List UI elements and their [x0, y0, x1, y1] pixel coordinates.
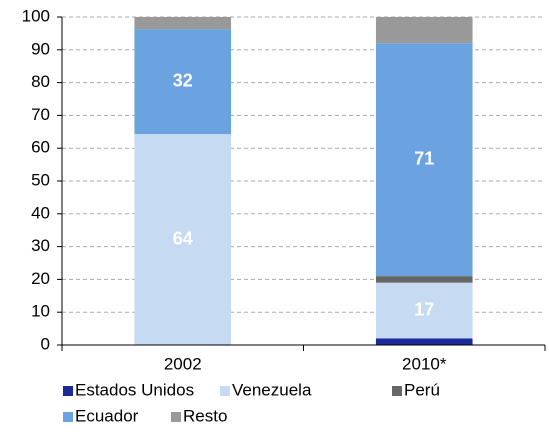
y-tick-label: 20: [31, 269, 50, 288]
bar-segment: [134, 17, 232, 30]
y-tick-label: 30: [31, 236, 50, 255]
y-tick-label: 90: [31, 39, 50, 58]
y-tick-label: 50: [31, 170, 50, 189]
legend-label: Estados Unidos: [75, 380, 194, 399]
value-label: 17: [414, 299, 434, 319]
x-tick-label: 2002: [164, 354, 202, 373]
bar-segment: [375, 282, 473, 339]
y-tick-label: 100: [22, 6, 50, 25]
legend-marker: [220, 386, 230, 396]
bar-segment: [134, 134, 232, 345]
y-tick-label: 60: [31, 138, 50, 157]
legend-label: Perú: [404, 380, 440, 399]
legend-marker: [63, 386, 73, 396]
y-tick-label: 0: [41, 334, 50, 353]
legend-marker: [171, 412, 181, 422]
value-label: 71: [414, 148, 434, 168]
bar-segment: [375, 338, 473, 345]
value-label: 64: [173, 228, 193, 248]
bar-segment: [375, 276, 473, 283]
bar-segment: [375, 43, 473, 277]
legend-marker: [63, 412, 73, 422]
legend-marker: [392, 386, 402, 396]
y-tick-label: 40: [31, 203, 50, 222]
bar-segment: [134, 29, 232, 135]
value-label: 32: [173, 70, 193, 90]
legend-label: Resto: [183, 406, 227, 425]
x-tick-label: 2010*: [402, 354, 447, 373]
y-tick-label: 10: [31, 302, 50, 321]
legend-label: Venezuela: [232, 380, 312, 399]
y-tick-label: 80: [31, 72, 50, 91]
y-tick-label: 70: [31, 105, 50, 124]
legend-label: Ecuador: [75, 406, 139, 425]
bar-segment: [375, 17, 473, 44]
